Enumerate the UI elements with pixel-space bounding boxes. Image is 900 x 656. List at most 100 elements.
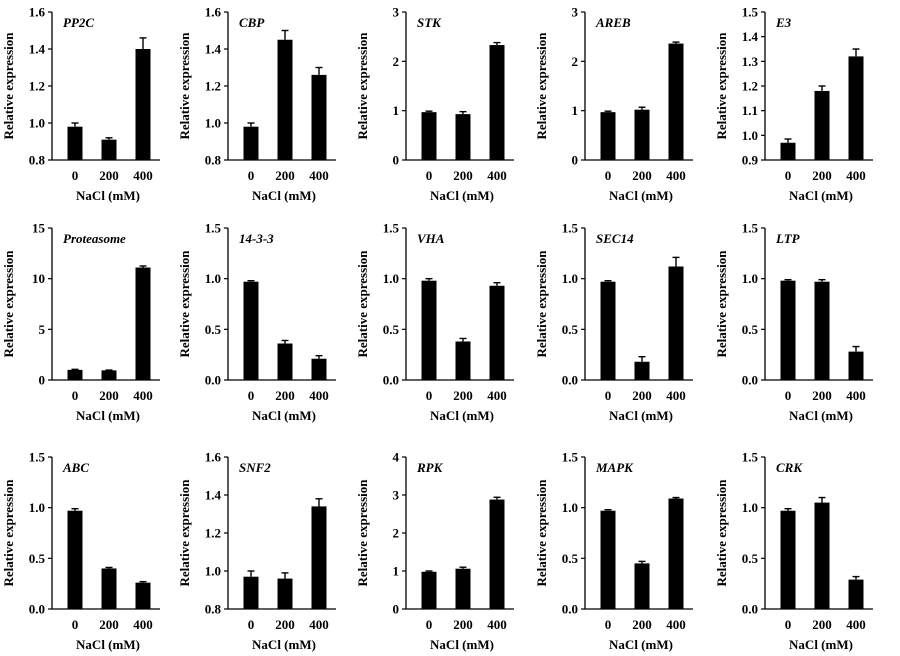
bar: [814, 90, 830, 160]
y-tick-label: 1.5: [742, 5, 759, 20]
bar: [489, 45, 505, 161]
bar: [311, 74, 327, 160]
y-tick-label: 1.0: [205, 116, 221, 131]
y-tick-label: 0.0: [383, 373, 399, 388]
x-tick-label: 200: [99, 388, 119, 403]
bar: [277, 343, 293, 380]
y-tick-label: 1: [393, 103, 400, 118]
chart-panel-proteasome: 0 5 10 15 Relative expression 0 200 400 NaCl (mM…: [1, 221, 160, 423]
y-axis-label: Relative expression: [714, 250, 729, 358]
y-axis-label: Relative expression: [534, 32, 549, 140]
x-tick-label: 0: [605, 388, 612, 403]
y-tick-label: 1: [572, 103, 579, 118]
x-tick-label: 0: [248, 617, 255, 632]
x-tick-label: 0: [605, 168, 612, 183]
bar: [780, 142, 796, 160]
y-tick-label: 1.5: [562, 450, 579, 465]
x-axis-label: NaCl (mM): [252, 637, 316, 652]
x-axis-label: NaCl (mM): [252, 408, 316, 423]
y-tick-label: 1.6: [205, 450, 222, 465]
chart-panel-crk: 0.0 0.5 1.0 1.5 Relative expression 0 200 400 Na…: [714, 450, 873, 652]
x-tick-label: 0: [785, 617, 792, 632]
bar: [135, 582, 151, 609]
x-tick-label: 0: [248, 388, 255, 403]
x-tick-label: 400: [666, 168, 686, 183]
x-axis-label: NaCl (mM): [609, 188, 673, 203]
x-tick-label: 200: [275, 168, 295, 183]
y-tick-label: 1.2: [742, 79, 758, 94]
bar: [668, 498, 684, 609]
bar: [489, 285, 505, 380]
bar: [243, 281, 259, 380]
x-tick-label: 200: [99, 617, 119, 632]
gene-label: CRK: [776, 460, 803, 475]
x-tick-label: 0: [785, 168, 792, 183]
y-tick-label: 1.0: [562, 271, 578, 286]
x-tick-label: 400: [133, 388, 153, 403]
y-tick-label: 0: [393, 602, 400, 617]
y-tick-label: 0.9: [742, 153, 759, 168]
gene-label: RPK: [416, 460, 444, 475]
chart-panel-pp2c: 0.8 1.0 1.2 1.4 1.6 Relative expression 0 200 40…: [1, 5, 160, 203]
y-tick-label: 10: [32, 271, 45, 286]
bar: [101, 568, 117, 609]
y-tick-label: 0.0: [205, 373, 221, 388]
bar: [101, 139, 117, 160]
y-tick-label: 1.3: [742, 54, 759, 69]
bar: [277, 39, 293, 160]
y-axis-label: Relative expression: [355, 32, 370, 140]
x-tick-label: 400: [846, 168, 866, 183]
bar: [243, 126, 259, 160]
y-tick-label: 0.8: [205, 153, 222, 168]
gene-label: MAPK: [595, 460, 634, 475]
y-tick-label: 0: [39, 373, 46, 388]
y-tick-label: 0.8: [29, 153, 46, 168]
chart-panel-e3: 0.9 1.0 1.1 1.2 1.3 1.4 1.5 Relative expression…: [714, 5, 873, 203]
y-tick-label: 3: [572, 5, 579, 20]
y-tick-label: 0.5: [742, 551, 759, 566]
y-tick-label: 1.0: [205, 564, 221, 579]
y-tick-label: 1: [393, 564, 400, 579]
y-tick-label: 0.8: [205, 602, 222, 617]
bar: [311, 358, 327, 380]
x-tick-label: 400: [487, 168, 507, 183]
x-tick-label: 200: [453, 617, 473, 632]
x-tick-label: 200: [453, 388, 473, 403]
y-tick-label: 1.5: [383, 221, 400, 236]
x-tick-label: 0: [72, 388, 79, 403]
y-axis-label: Relative expression: [355, 479, 370, 587]
x-tick-label: 0: [426, 168, 433, 183]
x-tick-label: 400: [666, 388, 686, 403]
y-tick-label: 1.0: [205, 271, 221, 286]
bar: [135, 267, 151, 380]
gene-label: PP2C: [63, 15, 94, 30]
y-tick-label: 1.5: [205, 221, 222, 236]
y-tick-label: 2: [393, 54, 400, 69]
bar: [489, 499, 505, 609]
x-axis-label: NaCl (mM): [252, 188, 316, 203]
gene-label: E3: [775, 15, 792, 30]
y-tick-label: 1.2: [29, 79, 45, 94]
y-axis-label: Relative expression: [355, 250, 370, 358]
x-tick-label: 0: [72, 617, 79, 632]
y-tick-label: 0: [572, 153, 579, 168]
y-axis-label: Relative expression: [177, 479, 192, 587]
x-tick-label: 400: [846, 617, 866, 632]
x-tick-label: 200: [99, 168, 119, 183]
bar: [634, 109, 650, 160]
y-tick-label: 3: [393, 5, 400, 20]
chart-panel-stk: 0 1 2 3 Relative expression 0 200 400 NaCl (mM) S…: [355, 5, 514, 203]
bar: [455, 568, 471, 609]
y-axis-label: Relative expression: [534, 479, 549, 587]
y-tick-label: 1.6: [205, 5, 222, 20]
x-axis-label: NaCl (mM): [430, 188, 494, 203]
x-axis-label: NaCl (mM): [76, 188, 140, 203]
gene-label: Proteasome: [63, 231, 126, 246]
bar: [814, 502, 830, 609]
chart-panel-abc: 0.0 0.5 1.0 1.5 Relative expression 0 200 400 Na…: [1, 450, 160, 652]
bar: [600, 112, 616, 160]
x-tick-label: 400: [309, 388, 329, 403]
x-axis-label: NaCl (mM): [789, 408, 853, 423]
bar: [600, 281, 616, 380]
y-tick-label: 5: [39, 322, 46, 337]
